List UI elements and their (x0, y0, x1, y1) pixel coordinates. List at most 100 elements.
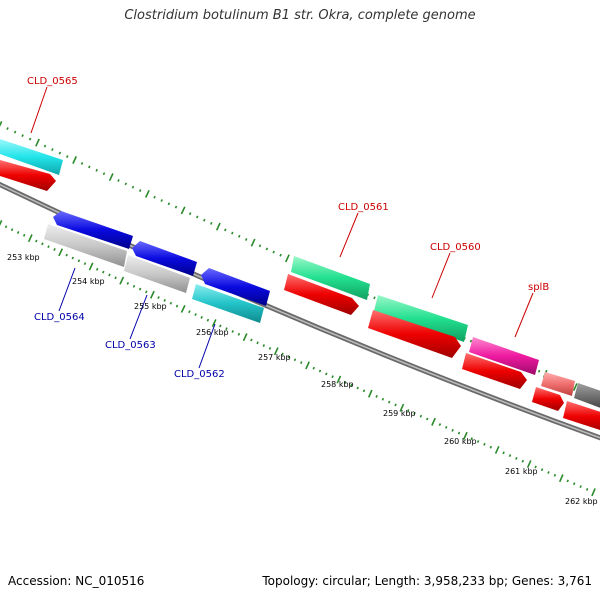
outer-minor-tick (80, 162, 84, 165)
inner-minor-tick (425, 417, 429, 421)
gene-CLD_0562-cds-arrow[interactable] (201, 268, 270, 306)
outer-minor-tick (258, 244, 262, 248)
gene-CLD_0561-feature[interactable] (291, 256, 370, 300)
outer-major-tick (35, 138, 40, 147)
gene-CLD_0565-cds-arrow[interactable] (0, 160, 56, 191)
outer-minor-tick (231, 231, 234, 235)
inner-minor-tick (406, 409, 410, 412)
inner-minor-tick (445, 425, 448, 429)
inner-minor-tick (483, 442, 486, 446)
inner-major-tick (0, 220, 3, 226)
inner-major-tick (558, 474, 564, 483)
gene-CLD_0564-cds-arrow[interactable] (53, 211, 133, 249)
outer-minor-tick (102, 172, 106, 176)
gene-label-CLD_0564[interactable]: CLD_0564 (34, 312, 85, 323)
outer-minor-tick (65, 155, 69, 158)
outer-major-tick (572, 383, 578, 392)
inner-major-tick (273, 347, 279, 356)
tick-label-258: 258 kbp (321, 380, 354, 389)
gene-label-CLD_0563[interactable]: CLD_0563 (105, 340, 156, 351)
inner-major-tick (88, 262, 94, 271)
inner-minor-tick (41, 242, 44, 246)
inner-minor-tick (300, 361, 303, 365)
inner-major-tick (211, 319, 217, 328)
inner-minor-tick (108, 273, 111, 277)
outer-minor-tick (373, 296, 376, 300)
tick-label-259: 259 kbp (383, 409, 416, 418)
inner-minor-tick (508, 454, 512, 458)
inner-minor-tick (256, 341, 259, 345)
inner-minor-tick (225, 327, 228, 331)
inner-major-tick (367, 389, 373, 398)
gene-splB-cds-arrow[interactable] (462, 353, 527, 389)
inner-major-tick (27, 234, 33, 243)
outer-minor-tick (153, 195, 156, 199)
inner-minor-tick (387, 400, 391, 404)
gene-CLD_0565-feature[interactable] (0, 139, 63, 175)
inner-minor-tick (262, 344, 266, 348)
tick-label-253: 253 kbp (7, 253, 40, 262)
inner-minor-tick (95, 267, 99, 271)
inner-major-tick (180, 304, 186, 313)
inner-minor-tick (579, 485, 582, 489)
outer-minor-tick (188, 212, 192, 216)
inner-major-tick (242, 333, 248, 342)
inner-minor-tick (126, 282, 130, 285)
gene-CLD_0560-cds-arrow[interactable] (368, 310, 461, 358)
gene-label-CLD_0565[interactable]: CLD_0565 (27, 76, 78, 87)
inner-minor-tick (169, 301, 173, 305)
inner-minor-tick (102, 270, 105, 274)
inner-minor-tick (553, 473, 557, 477)
inner-minor-tick (375, 394, 378, 398)
tick-label-260: 260 kbp (444, 437, 477, 446)
outer-minor-tick (6, 127, 9, 130)
inner-minor-tick (438, 423, 442, 427)
inner-minor-tick (4, 225, 8, 229)
outer-minor-tick (88, 165, 91, 169)
gene-CLD_0563-feature[interactable] (124, 255, 190, 293)
inner-minor-tick (219, 324, 222, 328)
gene-splB-feature[interactable] (469, 337, 539, 375)
gene-label-CLD_0561[interactable]: CLD_0561 (338, 202, 389, 213)
inner-minor-tick (206, 318, 210, 322)
inner-minor-tick (534, 465, 537, 469)
inner-tick-track (0, 220, 596, 497)
feature-red-edge[interactable] (563, 401, 600, 432)
gene-label-splB[interactable]: splB (528, 282, 549, 293)
inner-minor-tick (419, 414, 423, 418)
inner-minor-tick (540, 468, 544, 472)
tick-label-257: 257 kbp (258, 353, 291, 362)
inner-minor-tick (350, 383, 353, 387)
feature-red-small[interactable] (532, 387, 564, 411)
outer-major-tick (180, 206, 186, 215)
inner-minor-tick (47, 245, 50, 249)
outer-minor-tick (469, 339, 473, 343)
inner-minor-tick (515, 456, 518, 460)
feature-dark-gray[interactable] (574, 383, 600, 410)
gene-CLD_0560-feature[interactable] (374, 295, 468, 342)
gene-CLD_0562-feature[interactable] (192, 284, 264, 323)
gene-labels: CLD_0565 CLD_0561 CLD_0560 splB CLD_0564… (27, 76, 549, 380)
tick-label-261: 261 kbp (505, 467, 538, 476)
outer-minor-tick (43, 144, 47, 148)
outer-minor-tick (167, 202, 171, 206)
inner-minor-tick (547, 471, 550, 474)
inner-minor-tick (362, 389, 366, 393)
gene-CLD_0564-feature[interactable] (44, 224, 127, 267)
inner-major-tick (58, 248, 64, 257)
gene-label-CLD_0562[interactable]: CLD_0562 (174, 369, 225, 380)
inner-minor-tick (144, 290, 148, 294)
gene-CLD_0563-cds-arrow[interactable] (132, 241, 197, 276)
outer-minor-tick (272, 250, 275, 254)
inner-minor-tick (194, 313, 197, 316)
outer-minor-tick (95, 168, 98, 172)
gene-CLD_0561-cds-arrow[interactable] (284, 274, 359, 315)
inner-minor-tick (572, 482, 576, 486)
gene-label-CLD_0560[interactable]: CLD_0560 (430, 242, 481, 253)
reverse-features (44, 211, 270, 323)
feature-pink[interactable] (541, 372, 575, 396)
inner-minor-tick (237, 332, 241, 336)
inner-major-tick (399, 403, 405, 412)
inner-minor-tick (53, 248, 56, 251)
